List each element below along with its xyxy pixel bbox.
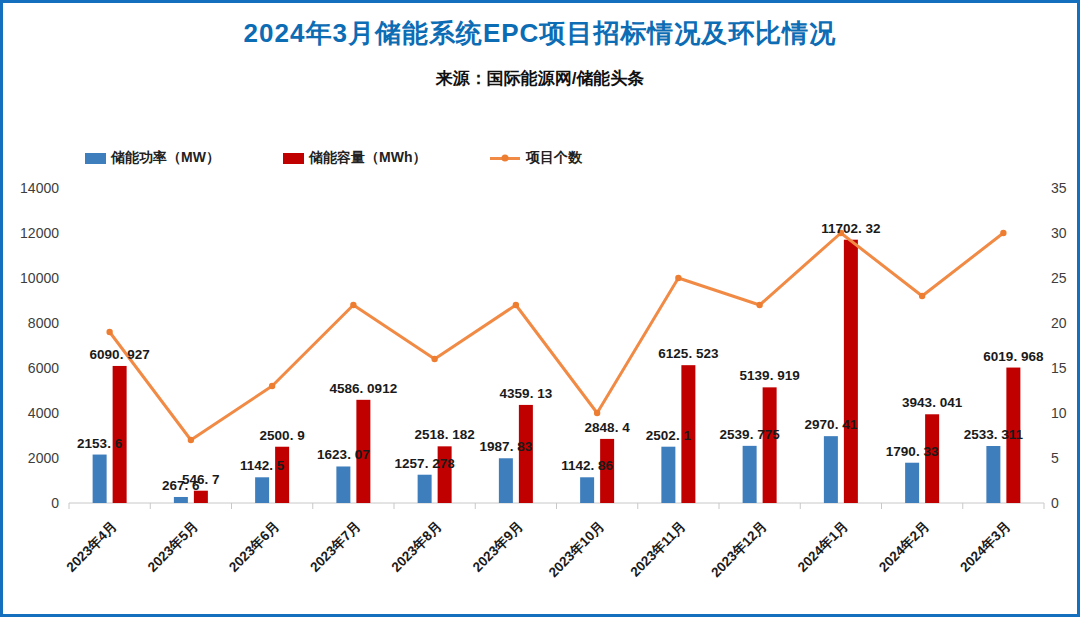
power-value-label: 1623. 07 <box>317 447 370 462</box>
left-axis-tick-label: 4000 <box>28 405 59 421</box>
x-axis-category-label: 2023年6月 <box>226 519 282 575</box>
power-value-label: 2539. 775 <box>720 427 781 442</box>
power-bar <box>499 458 513 503</box>
capacity-value-label: 11702. 32 <box>821 221 880 236</box>
capacity-value-label: 4359. 13 <box>500 386 553 401</box>
right-axis-tick-label: 25 <box>1051 270 1067 286</box>
x-axis-category-label: 2024年3月 <box>957 519 1013 575</box>
power-value-label: 1987. 83 <box>480 439 533 454</box>
line-point-marker <box>513 302 519 308</box>
x-axis-category-label: 2023年11月 <box>627 519 688 580</box>
power-value-label: 1142. 5 <box>240 458 285 473</box>
left-axis-tick-label: 6000 <box>28 360 59 376</box>
left-axis-tick-label: 10000 <box>20 270 59 286</box>
line-point-marker <box>431 356 437 362</box>
capacity-bar <box>275 447 289 503</box>
capacity-value-label: 5139. 919 <box>740 368 800 383</box>
capacity-value-label: 2500. 9 <box>260 428 305 443</box>
left-axis-tick-label: 14000 <box>20 180 59 196</box>
x-axis-category-label: 2023年7月 <box>307 519 363 575</box>
capacity-value-label: 3943. 041 <box>902 395 963 410</box>
power-bar <box>986 446 1000 503</box>
line-point-marker <box>594 410 600 416</box>
x-axis-category-label: 2023年5月 <box>145 519 201 575</box>
power-bar <box>255 477 269 503</box>
capacity-value-label: 6019. 968 <box>983 349 1044 364</box>
project-count-line <box>110 233 1004 440</box>
right-axis-tick-label: 35 <box>1051 180 1067 196</box>
right-axis-tick-label: 15 <box>1051 360 1067 376</box>
line-point-marker <box>188 437 194 443</box>
line-point-marker <box>756 302 762 308</box>
capacity-value-label: 546. 7 <box>182 472 220 487</box>
right-axis-tick-label: 10 <box>1051 405 1067 421</box>
line-point-marker <box>919 293 925 299</box>
power-value-label: 2970. 41 <box>805 417 858 432</box>
power-bar <box>93 455 107 503</box>
chart-window: 2024年3月储能系统EPC项目招标情况及环比情况 来源：国际能源网/储能头条 … <box>0 0 1080 617</box>
capacity-value-label: 6125. 523 <box>658 346 719 361</box>
power-value-label: 1790. 33 <box>886 444 939 459</box>
right-axis-tick-label: 0 <box>1051 495 1059 511</box>
left-axis-tick-label: 0 <box>51 495 59 511</box>
line-point-marker <box>675 275 681 281</box>
capacity-value-label: 6090. 927 <box>90 347 150 362</box>
x-axis-category-label: 2023年4月 <box>63 519 119 575</box>
right-axis-tick-label: 5 <box>1051 450 1059 466</box>
left-axis-tick-label: 12000 <box>20 225 59 241</box>
capacity-value-label: 2848. 4 <box>585 420 631 435</box>
power-value-label: 1142. 86 <box>561 458 613 473</box>
x-axis-category-label: 2023年10月 <box>546 519 608 581</box>
right-axis-tick-label: 30 <box>1051 225 1067 241</box>
power-bar <box>824 436 838 503</box>
capacity-value-label: 2518. 182 <box>415 427 475 442</box>
power-value-label: 2153. 6 <box>77 436 123 451</box>
power-bar <box>743 446 757 503</box>
capacity-bar <box>763 387 777 503</box>
power-bar <box>336 466 350 503</box>
capacity-value-label: 4586. 0912 <box>330 381 398 396</box>
power-value-label: 1257. 278 <box>395 456 456 471</box>
x-axis-category-label: 2023年12月 <box>708 519 770 581</box>
power-bar <box>661 447 675 503</box>
x-axis-category-label: 2023年9月 <box>470 519 526 575</box>
power-bar <box>174 497 188 503</box>
left-axis-tick-label: 8000 <box>28 315 59 331</box>
capacity-bar <box>113 366 127 503</box>
x-axis-category-label: 2024年1月 <box>795 519 851 575</box>
combo-bar-line-chart: 0200040006000800010000120001400005101520… <box>3 3 1080 617</box>
x-axis-category-label: 2024年2月 <box>876 519 932 575</box>
power-bar <box>905 463 919 503</box>
left-axis-tick-label: 2000 <box>28 450 59 466</box>
power-value-label: 2502. 1 <box>646 428 692 443</box>
right-axis-tick-label: 20 <box>1051 315 1067 331</box>
line-point-marker <box>269 383 275 389</box>
line-point-marker <box>350 302 356 308</box>
line-point-marker <box>1000 230 1006 236</box>
line-point-marker <box>106 329 112 335</box>
capacity-bar <box>844 240 858 503</box>
x-axis-category-label: 2023年8月 <box>388 519 444 575</box>
power-bar <box>580 477 594 503</box>
power-bar <box>418 475 432 503</box>
power-value-label: 2533. 311 <box>964 427 1024 442</box>
